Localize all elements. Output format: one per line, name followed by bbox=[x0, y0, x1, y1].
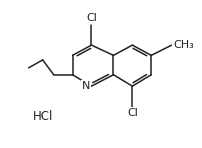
Text: N: N bbox=[81, 81, 89, 91]
Text: Cl: Cl bbox=[86, 13, 96, 23]
Text: Cl: Cl bbox=[126, 108, 137, 118]
Text: HCl: HCl bbox=[33, 110, 53, 123]
Text: CH₃: CH₃ bbox=[173, 40, 193, 50]
